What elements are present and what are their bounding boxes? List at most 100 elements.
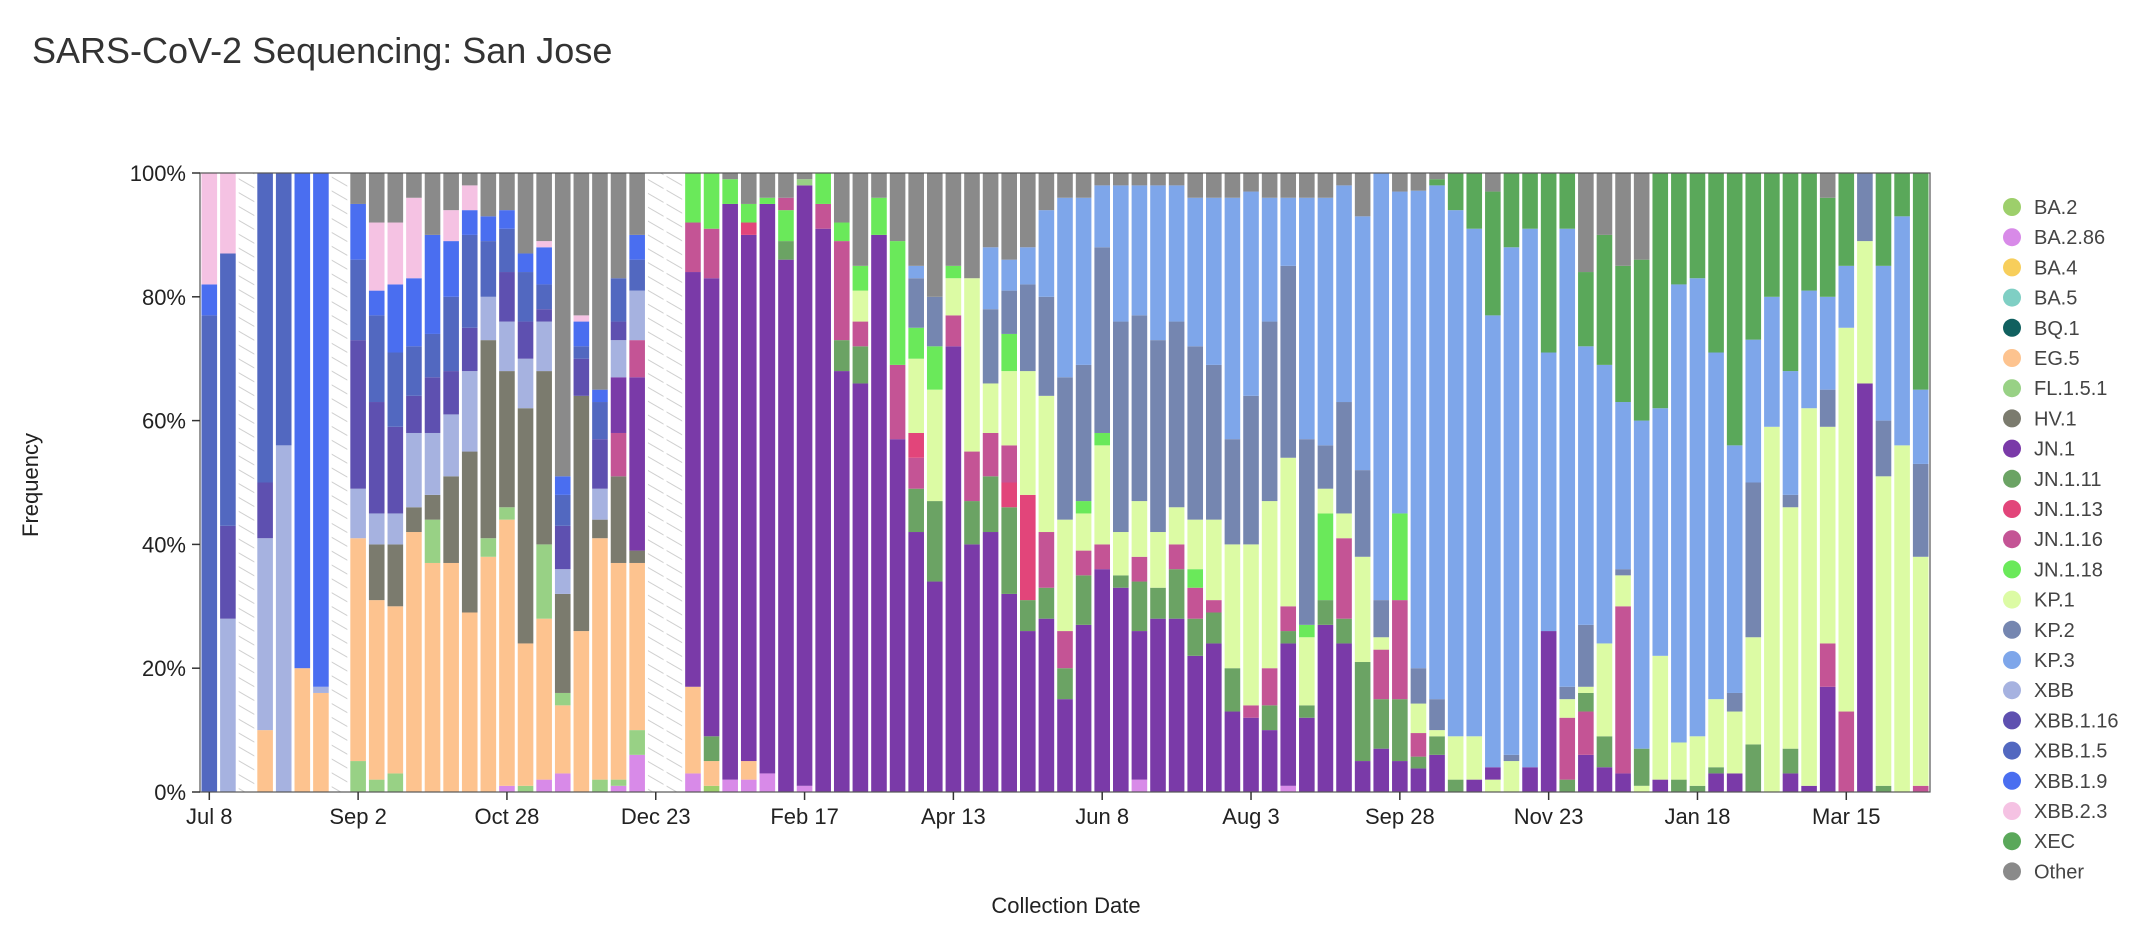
bar-segment-jn-1[interactable] xyxy=(703,278,720,737)
bar-segment-xec[interactable] xyxy=(1838,173,1855,266)
bar-segment-kp-2[interactable] xyxy=(1615,569,1631,576)
bar-segment-xbb-1-9[interactable] xyxy=(480,216,497,242)
bar-segment-other[interactable] xyxy=(1615,173,1631,266)
bar-segment-kp-1[interactable] xyxy=(1429,730,1445,737)
bar-segment-kp-1[interactable] xyxy=(1559,699,1576,718)
bar-segment-jn-1-16[interactable] xyxy=(964,451,980,502)
bar-segment-other[interactable] xyxy=(964,173,980,279)
bar-segment-xbb-1-16[interactable] xyxy=(424,377,441,433)
bar-segment-kp-2[interactable] xyxy=(1038,296,1055,396)
bar-segment-jn-1-11[interactable] xyxy=(1299,705,1315,718)
bar-segment-jn-1-16[interactable] xyxy=(1131,556,1148,582)
bar-segment-kp-3[interactable] xyxy=(1726,445,1743,693)
bar-segment-other[interactable] xyxy=(629,173,645,235)
bar-segment-kp-1[interactable] xyxy=(1615,575,1631,607)
bar-segment-kp-2[interactable] xyxy=(1373,600,1390,638)
bar-segment-kp-2[interactable] xyxy=(1131,315,1148,502)
bar-segment-xbb-1-5[interactable] xyxy=(461,234,478,328)
bar-segment-xbb-1-9[interactable] xyxy=(387,284,404,353)
bar-segment-kp-1[interactable] xyxy=(1317,488,1334,514)
bar-segment-jn-1-11[interactable] xyxy=(1671,779,1687,792)
bar-segment-jn-1-18[interactable] xyxy=(722,179,738,204)
bar-segment-other[interactable] xyxy=(740,173,757,204)
bar-segment-xbb-1-9[interactable] xyxy=(443,241,459,297)
bar-segment-kp-1[interactable] xyxy=(1354,556,1371,663)
bar-segment-jn-1[interactable] xyxy=(610,377,627,433)
bar-segment-xbb-1-16[interactable] xyxy=(387,426,404,514)
bar-segment-jn-1[interactable] xyxy=(685,272,701,687)
bar-segment-ba-2-86[interactable] xyxy=(759,773,776,792)
bar-segment-xbb-2-3[interactable] xyxy=(461,185,478,211)
bar-segment-kp-3[interactable] xyxy=(1745,339,1762,483)
bar-segment-xbb[interactable] xyxy=(257,538,273,731)
bar-segment-xbb[interactable] xyxy=(443,414,459,477)
bar-segment-kp-1[interactable] xyxy=(1224,544,1241,669)
bar-segment-kp-3[interactable] xyxy=(1819,296,1836,390)
bar-segment-jn-1-16[interactable] xyxy=(982,432,999,477)
bar-segment-kp-1[interactable] xyxy=(1187,519,1204,570)
bar-segment-other[interactable] xyxy=(926,173,943,297)
bar-segment-eg-5[interactable] xyxy=(703,761,720,786)
bar-segment-jn-1-16[interactable] xyxy=(1243,705,1259,718)
bar-segment-other[interactable] xyxy=(908,173,924,266)
bar-segment-eg-5[interactable] xyxy=(387,606,404,774)
bar-segment-jn-1-11[interactable] xyxy=(1206,612,1222,644)
bar-segment-xbb-1-5[interactable] xyxy=(368,315,385,403)
bar-segment-xbb-1-5[interactable] xyxy=(220,253,236,526)
bar-segment-jn-1[interactable] xyxy=(945,346,962,792)
bar-segment-xbb-1-9[interactable] xyxy=(592,389,608,403)
bar-segment-other[interactable] xyxy=(722,173,738,180)
bar-segment-kp-2[interactable] xyxy=(1336,402,1352,514)
bar-segment-jn-1[interactable] xyxy=(1373,748,1390,792)
bar-segment-ba-2-86[interactable] xyxy=(722,779,738,792)
bar-segment-jn-1-16[interactable] xyxy=(1615,606,1631,774)
bar-segment-xbb[interactable] xyxy=(387,513,404,545)
bar-segment-jn-1-11[interactable] xyxy=(1280,631,1297,644)
bar-segment-xbb-2-3[interactable] xyxy=(536,241,552,248)
bar-segment-hv-1[interactable] xyxy=(592,519,608,539)
bar-segment-xbb-1-5[interactable] xyxy=(406,346,422,396)
bar-segment-jn-1-18[interactable] xyxy=(1001,333,1017,372)
bar-segment-kp-1[interactable] xyxy=(1801,408,1817,786)
bar-segment-ba-2-86[interactable] xyxy=(1280,785,1297,792)
bar-segment-kp-3[interactable] xyxy=(1168,185,1185,322)
bar-segment-kp-3[interactable] xyxy=(1150,185,1166,341)
bar-segment-hv-1[interactable] xyxy=(368,544,385,601)
bar-segment-xec[interactable] xyxy=(1522,173,1538,229)
bar-segment-kp-1[interactable] xyxy=(1261,501,1278,669)
bar-segment-other[interactable] xyxy=(1429,173,1445,180)
bar-segment-xbb[interactable] xyxy=(554,569,571,594)
bar-segment-fl-1-5-1[interactable] xyxy=(610,779,627,786)
bar-segment-jn-1-11[interactable] xyxy=(1578,692,1594,712)
bar-segment-jn-1[interactable] xyxy=(1485,767,1501,780)
legend-item-fl-1-5-1[interactable]: FL.1.5.1 xyxy=(2003,378,2107,400)
bar-segment-fl-1-5-1[interactable] xyxy=(796,179,813,186)
bar-segment-kp-1[interactable] xyxy=(1466,736,1483,780)
bar-segment-xec[interactable] xyxy=(1578,272,1594,347)
bar-segment-jn-1-11[interactable] xyxy=(1336,618,1352,644)
bar-segment-kp-2[interactable] xyxy=(1354,470,1371,557)
bar-segment-jn-1-18[interactable] xyxy=(871,197,887,235)
bar-segment-jn-1-16[interactable] xyxy=(1838,711,1855,792)
legend-item-jn-1-16[interactable]: JN.1.16 xyxy=(2003,529,2103,551)
bar-segment-kp-2[interactable] xyxy=(1187,346,1204,520)
bar-segment-eg-5[interactable] xyxy=(294,668,311,792)
bar-segment-jn-1-11[interactable] xyxy=(1317,600,1334,625)
bar-segment-jn-1[interactable] xyxy=(1038,618,1055,792)
bar-segment-jn-1-16[interactable] xyxy=(833,241,850,341)
bar-segment-jn-1-11[interactable] xyxy=(1875,785,1892,792)
bar-segment-kp-2[interactable] xyxy=(1280,265,1297,458)
bar-segment-jn-1-18[interactable] xyxy=(1187,569,1204,588)
bar-segment-other[interactable] xyxy=(480,173,497,217)
bar-segment-xbb[interactable] xyxy=(350,488,366,539)
bar-segment-kp-1[interactable] xyxy=(964,278,980,452)
bar-segment-jn-1[interactable] xyxy=(815,228,831,792)
bar-segment-jn-1-11[interactable] xyxy=(1113,575,1129,588)
legend-item-xbb-1-5[interactable]: XBB.1.5 xyxy=(2003,741,2107,763)
bar-segment-xbb[interactable] xyxy=(517,358,534,409)
bar-segment-other[interactable] xyxy=(1187,173,1204,198)
bar-segment-hv-1[interactable] xyxy=(610,476,627,563)
bar-segment-jn-1[interactable] xyxy=(1317,624,1334,792)
bar-segment-xbb-1-9[interactable] xyxy=(313,173,329,687)
bar-segment-kp-1[interactable] xyxy=(1671,742,1687,780)
